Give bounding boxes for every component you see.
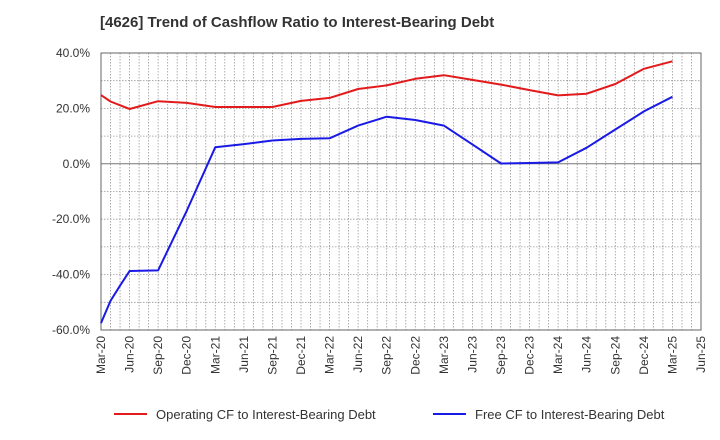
x-tick-label: Sep-22 — [380, 336, 394, 375]
x-tick-label: Mar-22 — [323, 336, 337, 374]
x-tick-label: Dec-20 — [180, 336, 194, 375]
y-axis-ticks: 40.0% 20.0% 0.0% -20.0% -40.0% -60.0% — [52, 46, 90, 337]
x-tick-label: Mar-20 — [94, 336, 108, 374]
series-line-2 — [100, 95, 673, 324]
x-tick-label: Sep-20 — [151, 336, 165, 375]
x-tick-label: Jun-21 — [237, 336, 251, 373]
x-axis-ticks: Mar-20 Jun-20 Sep-20 Dec-20 Mar-21 Jun-21 Sep-… — [94, 336, 708, 375]
x-tick-label: Dec-21 — [294, 336, 308, 375]
x-tick-label: Mar-21 — [208, 336, 222, 374]
chart-title: [4626] Trend of Cashflow Ratio to Intere… — [100, 14, 495, 31]
y-tick-label: 0.0% — [63, 157, 91, 171]
x-tick-label: Sep-21 — [265, 336, 279, 375]
y-tick-label: 40.0% — [56, 46, 90, 60]
x-tick-label: Mar-25 — [665, 336, 679, 374]
x-tick-label: Sep-23 — [494, 336, 508, 375]
x-tick-label: Dec-24 — [637, 336, 651, 375]
y-tick-label: 20.0% — [56, 101, 90, 115]
x-tick-label: Jun-23 — [465, 336, 479, 373]
grid-layer — [101, 53, 701, 330]
x-tick-label: Jun-22 — [351, 336, 365, 373]
legend-label-1: Operating CF to Interest-Bearing Debt — [156, 407, 376, 422]
legend-label-2: Free CF to Interest-Bearing Debt — [475, 407, 665, 422]
series-line-1 — [100, 60, 673, 110]
x-tick-label: Jun-25 — [694, 336, 708, 373]
y-tick-label: -20.0% — [52, 212, 90, 226]
x-tick-label: Dec-22 — [408, 336, 422, 375]
series-layer — [100, 60, 673, 324]
legend: Operating CF to Interest-Bearing Debt Fre… — [114, 407, 665, 422]
x-tick-label: Jun-24 — [580, 336, 594, 373]
y-tick-label: -40.0% — [52, 268, 90, 282]
x-tick-label: Mar-23 — [437, 336, 451, 374]
x-tick-label: Mar-24 — [551, 336, 565, 374]
y-tick-label: -60.0% — [52, 323, 90, 337]
x-tick-label: Sep-24 — [608, 336, 622, 375]
plot-frame — [100, 52, 702, 331]
x-tick-label: Dec-23 — [523, 336, 537, 375]
x-tick-label: Jun-20 — [123, 336, 137, 373]
